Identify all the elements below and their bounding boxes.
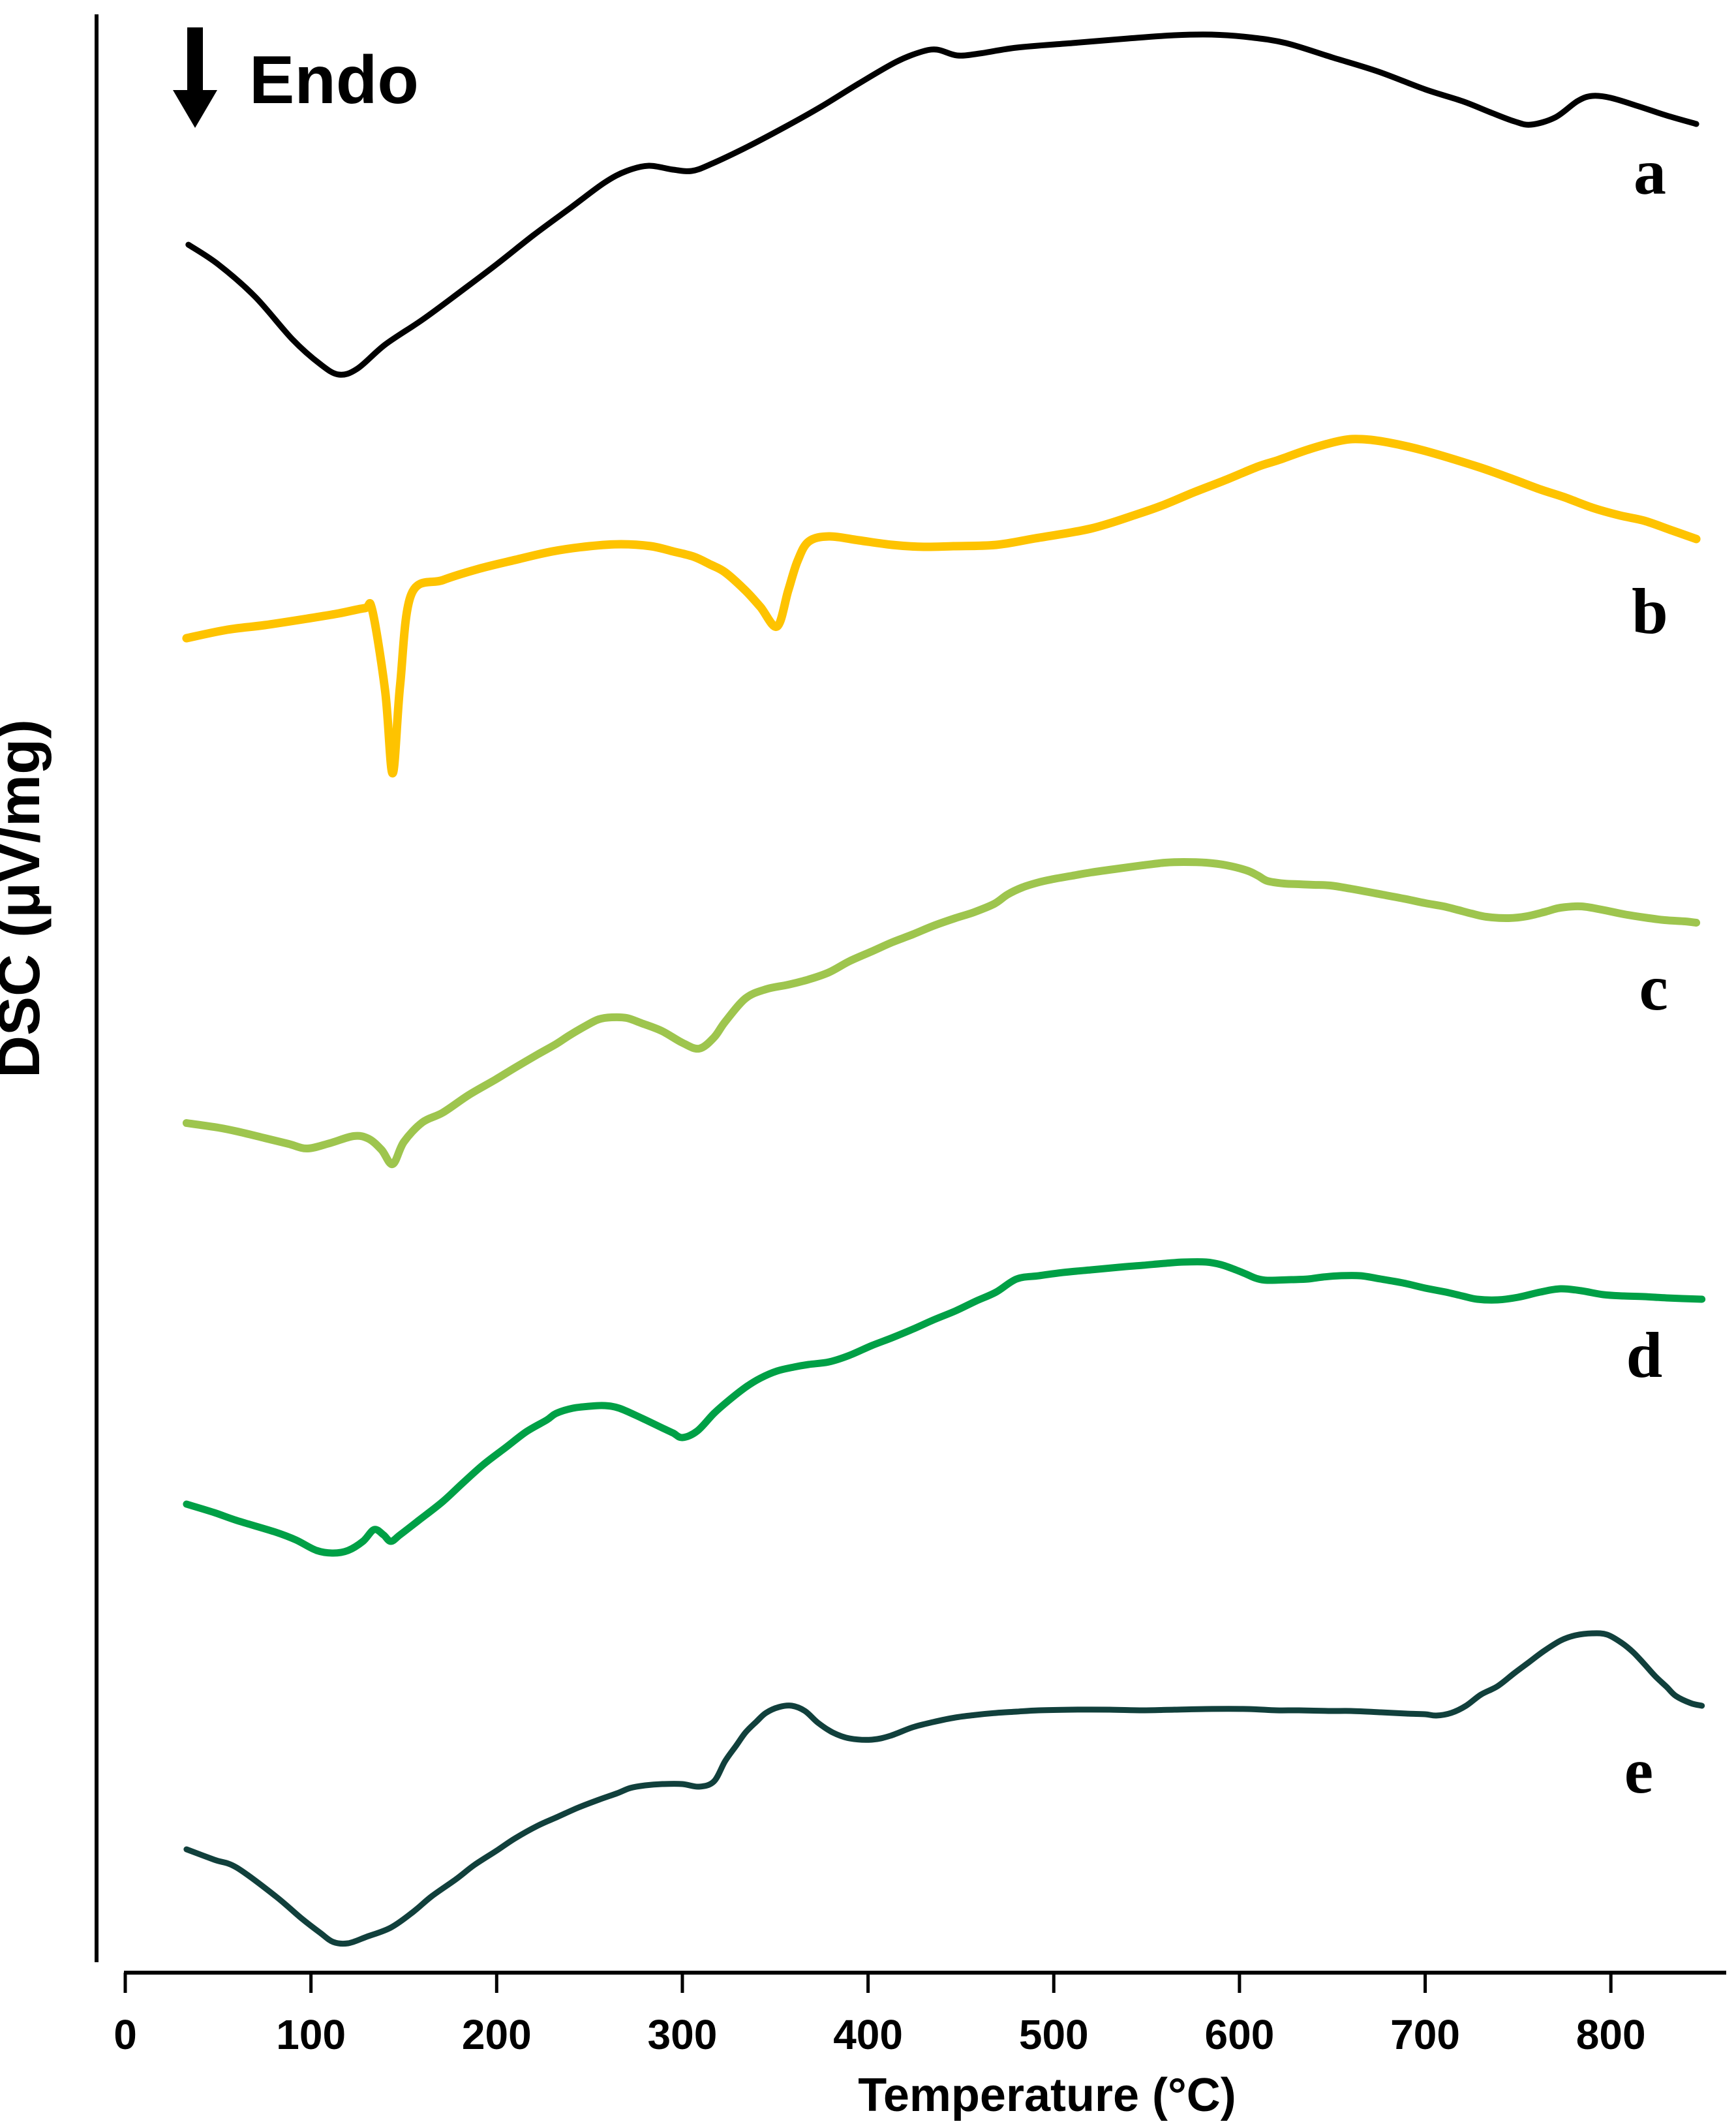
x-tick-label: 400 — [833, 2011, 903, 2058]
curve-b — [182, 435, 1701, 778]
axes — [95, 14, 1726, 1975]
x-tick-label: 300 — [648, 2011, 718, 2058]
curve-d — [183, 1258, 1706, 1557]
x-tick-label: 100 — [276, 2011, 346, 2058]
x-tick-label: 200 — [462, 2011, 532, 2058]
x-tick-label: 500 — [1019, 2011, 1089, 2058]
endo-label: Endo — [249, 42, 419, 118]
curve-a — [185, 31, 1699, 378]
curve-label-d: d — [1626, 1319, 1663, 1391]
x-tick-label: 800 — [1576, 2011, 1646, 2058]
curve-c — [182, 858, 1701, 1168]
x-tick-label: 0 — [114, 2011, 137, 2058]
dsc-curves: a b c d e — [182, 31, 1706, 1947]
x-tick-label: 700 — [1390, 2011, 1460, 2058]
curve-label-b: b — [1632, 575, 1668, 647]
x-axis-ticks: 0 100 200 300 400 500 600 700 800 — [114, 1973, 1646, 2058]
y-axis-title: DSC (μV/mg) — [0, 719, 52, 1078]
curve-label-a: a — [1634, 136, 1666, 208]
endo-arrow-head-icon — [173, 90, 217, 128]
x-tick-label: 600 — [1205, 2011, 1275, 2058]
curve-e — [183, 1630, 1705, 1947]
curve-label-e: e — [1624, 1734, 1653, 1807]
endo-annotation: Endo — [173, 27, 419, 128]
curve-label-c: c — [1639, 951, 1667, 1024]
x-axis-title: Temperature (°C) — [858, 2069, 1236, 2121]
